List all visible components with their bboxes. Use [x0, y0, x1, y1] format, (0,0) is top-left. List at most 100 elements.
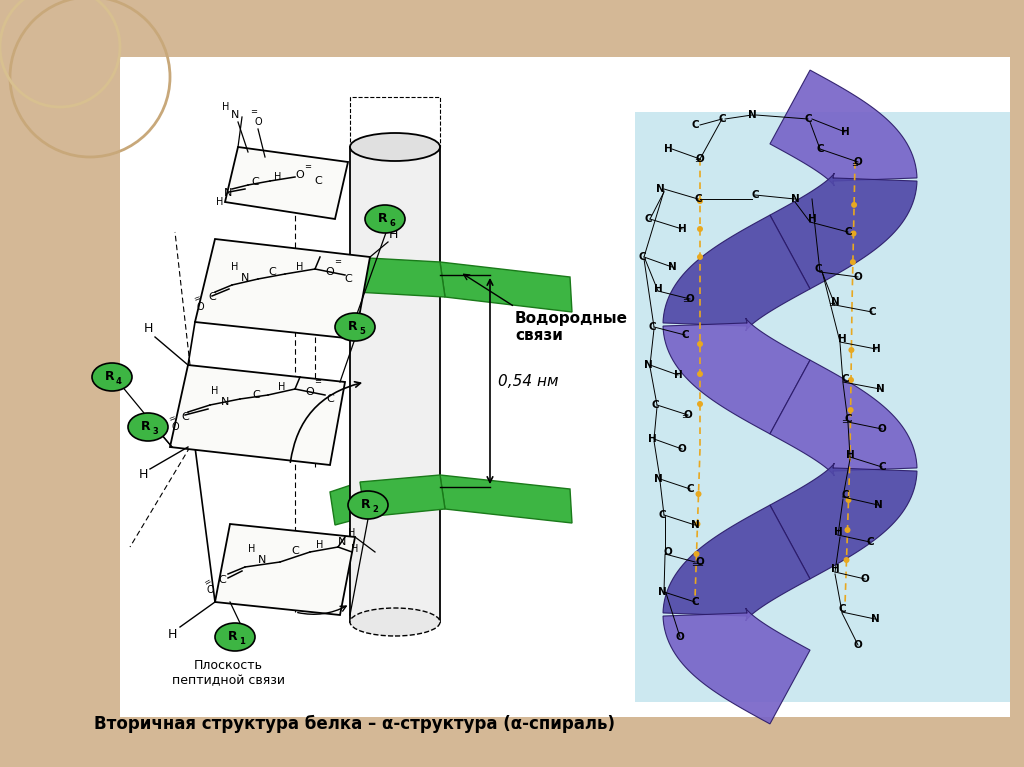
Polygon shape [663, 318, 810, 434]
Text: Водородные
связи: Водородные связи [515, 311, 628, 343]
Text: H: H [653, 284, 663, 294]
Text: H: H [167, 628, 177, 641]
Text: =: = [683, 297, 689, 305]
Text: N: N [668, 262, 677, 272]
Text: Плоскость
пептидной связи: Плоскость пептидной связи [171, 659, 285, 687]
Text: O: O [695, 154, 705, 164]
Polygon shape [310, 257, 355, 312]
Ellipse shape [350, 133, 440, 161]
Text: N: N [791, 194, 800, 204]
Ellipse shape [350, 608, 440, 636]
Text: C: C [648, 322, 655, 332]
Text: H: H [231, 262, 239, 272]
Circle shape [851, 202, 857, 208]
Text: N: N [224, 188, 232, 198]
Text: C: C [691, 597, 698, 607]
Ellipse shape [365, 205, 406, 233]
Text: C: C [344, 274, 352, 284]
Polygon shape [770, 463, 916, 579]
Text: =: = [852, 160, 858, 170]
Circle shape [693, 551, 699, 557]
Text: C: C [252, 390, 260, 400]
Text: C: C [694, 194, 701, 204]
Text: H: H [216, 197, 223, 207]
Text: R: R [378, 212, 388, 225]
Text: C: C [268, 267, 275, 277]
Text: N: N [653, 474, 663, 484]
Text: 3: 3 [153, 426, 158, 436]
Text: =: = [682, 413, 688, 422]
Text: H: H [838, 334, 847, 344]
Text: O: O [678, 444, 686, 454]
Text: H: H [664, 144, 673, 154]
Polygon shape [770, 360, 916, 476]
Text: =: = [314, 377, 322, 387]
Text: C: C [814, 264, 822, 274]
Text: =: = [335, 258, 341, 266]
Text: H: H [222, 102, 229, 112]
Polygon shape [663, 505, 810, 621]
Text: O: O [684, 410, 692, 420]
Text: C: C [804, 114, 812, 124]
Text: 4: 4 [116, 377, 122, 386]
Polygon shape [170, 365, 345, 465]
Ellipse shape [335, 313, 375, 341]
Text: Вторичная структура белка – α-структура (α-спираль): Вторичная структура белка – α-структура … [94, 715, 615, 733]
Circle shape [694, 521, 700, 527]
Text: H: H [351, 544, 358, 554]
Text: O: O [854, 272, 862, 282]
Text: N: N [876, 384, 885, 394]
Circle shape [850, 259, 856, 265]
Text: O: O [676, 632, 684, 642]
Text: O: O [197, 302, 204, 312]
Text: H: H [830, 564, 840, 574]
Text: N: N [241, 273, 249, 283]
Text: C: C [844, 227, 852, 237]
Circle shape [697, 401, 703, 407]
Text: =: = [167, 413, 177, 424]
Polygon shape [440, 262, 572, 312]
Text: H: H [138, 469, 147, 482]
Polygon shape [360, 475, 445, 517]
Text: H: H [871, 344, 881, 354]
Text: =: = [828, 301, 836, 310]
Text: C: C [879, 462, 886, 472]
Text: O: O [695, 557, 705, 567]
Text: =: = [304, 163, 311, 172]
Text: C: C [686, 484, 694, 494]
Text: C: C [691, 120, 698, 130]
Polygon shape [770, 173, 916, 289]
Text: O: O [254, 117, 262, 127]
Text: N: N [230, 110, 240, 120]
Text: H: H [316, 540, 324, 550]
Text: O: O [854, 157, 862, 167]
Circle shape [851, 231, 856, 236]
Polygon shape [663, 608, 810, 724]
Text: N: N [655, 184, 665, 194]
Text: O: O [854, 640, 862, 650]
Text: H: H [143, 322, 153, 335]
Text: O: O [296, 170, 304, 180]
Ellipse shape [348, 491, 388, 519]
Text: O: O [171, 422, 179, 432]
Circle shape [846, 497, 852, 503]
Circle shape [844, 557, 850, 563]
Text: O: O [686, 294, 694, 304]
Text: O: O [206, 585, 214, 595]
Text: C: C [681, 330, 689, 340]
Text: C: C [208, 292, 216, 302]
Text: C: C [314, 176, 322, 186]
Text: =: = [842, 417, 849, 426]
Text: =: = [694, 156, 701, 166]
Circle shape [697, 254, 703, 260]
Bar [350, 97, 440, 147]
Text: N: N [830, 297, 840, 307]
Text: O: O [305, 387, 314, 397]
Circle shape [697, 226, 703, 232]
Text: R: R [105, 370, 115, 383]
Text: C: C [752, 190, 759, 200]
Text: R: R [361, 498, 371, 511]
Text: C: C [218, 575, 226, 585]
Text: N: N [258, 555, 266, 565]
Text: H: H [674, 370, 682, 380]
